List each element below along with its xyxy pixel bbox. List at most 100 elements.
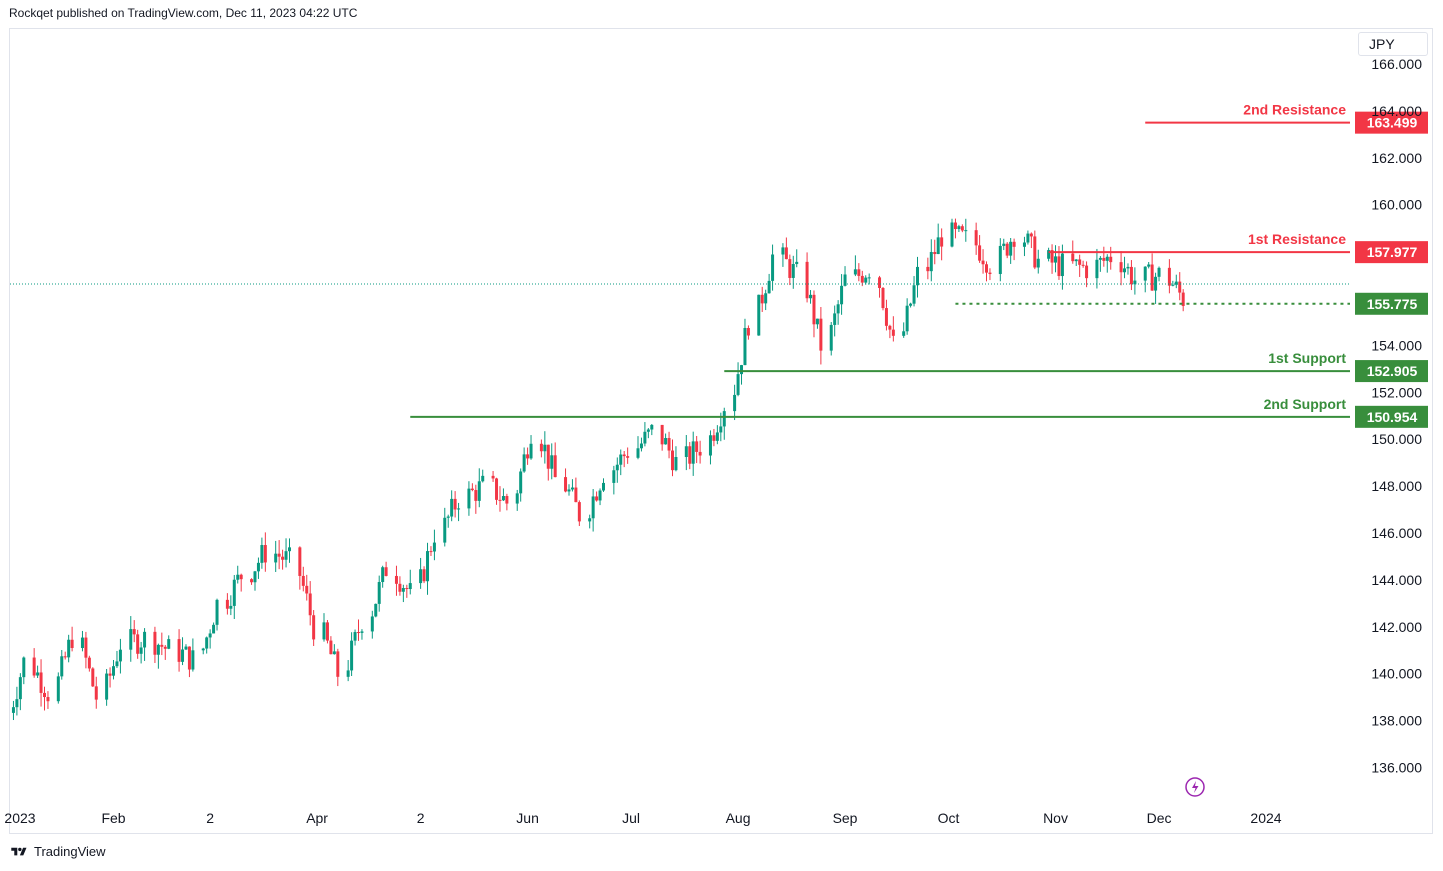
candle-body [819,318,823,351]
candle [236,565,240,584]
candle-body [350,640,354,671]
candle-body [1012,241,1016,247]
candle-body [964,230,968,232]
candle-body [467,488,471,509]
candle [346,660,350,682]
candle [426,542,430,595]
candle-body [891,329,895,336]
candle-body [381,567,385,583]
candle-body [91,668,95,687]
candle-body [791,264,795,278]
candle [643,422,647,447]
candle-body [619,454,623,465]
candle-body [1095,259,1099,279]
candle-body [1033,236,1037,268]
candle [809,290,813,304]
candle-body [974,230,978,246]
candle [32,648,36,678]
candle [429,546,433,557]
candle [950,218,954,248]
candle [746,325,750,340]
candle [357,619,361,641]
candle-body [615,464,619,471]
candle [398,576,402,596]
candle [1026,230,1030,245]
level-resistance: 2nd Resistance 163.499 [1145,102,1428,134]
tradingview-footer[interactable]: TradingView [9,844,106,859]
candle-body [353,632,357,641]
candle [646,428,650,439]
candle [936,223,940,255]
candle [539,439,543,458]
candle-body [667,438,671,451]
candle [208,629,212,649]
candle [881,287,885,311]
candle [470,483,474,492]
candle [857,263,861,282]
candle-body [374,603,378,617]
candle-body [360,631,364,633]
candle [760,286,764,312]
candle-body [115,661,119,667]
candle [336,648,340,687]
candle-body [529,443,533,459]
currency-button[interactable]: JPY [1358,32,1428,56]
level-price-label: 152.905 [1367,363,1418,379]
candle-body [1057,256,1061,277]
candle-body [836,304,840,314]
candle-body [840,285,844,305]
candle-body [232,579,236,606]
candle [360,629,364,640]
candle-body [684,446,688,457]
candle-body [177,639,181,662]
candle-body [664,438,668,445]
candle [795,249,799,268]
candle-body [636,448,640,458]
candle [474,484,478,514]
candle [1129,260,1133,291]
candle [394,565,398,596]
candle [864,275,868,285]
candle-body [408,583,412,590]
candles-layer [11,218,1185,721]
candle [1147,262,1151,269]
candle [667,431,671,459]
level-support: 2nd Support 150.954 [410,396,1428,428]
candle [91,667,95,688]
candle-body [377,582,381,604]
candle-body [322,622,326,640]
candle-body [708,435,712,456]
candle-body [1047,250,1051,259]
candle-body [457,508,461,510]
candle [691,431,695,476]
candle [546,444,550,481]
y-tick-label: 142.000 [1371,619,1422,635]
candle [432,529,436,561]
candle [985,261,989,282]
candle-body [263,545,267,563]
level-price-tag [1355,111,1428,134]
candle-body [688,446,692,464]
candle-body [305,585,309,594]
candle [688,442,692,470]
x-tick-label: Sep [833,810,858,826]
candle [1078,254,1082,277]
candle-body [905,305,909,332]
candle-body [370,616,374,632]
candle-body [136,634,140,654]
candle [139,641,143,664]
candle-body [1102,257,1106,261]
candle [619,449,623,476]
candle [443,507,447,547]
candle-body [695,441,699,452]
x-tick-label: 2 [206,810,214,826]
candle [115,650,119,669]
candle [1178,272,1182,301]
candle-body [143,631,147,648]
candle-body [298,547,302,576]
candle [201,647,205,655]
y-tick-label: 166.000 [1371,56,1422,72]
candle-body [208,633,212,638]
candle [833,305,837,337]
